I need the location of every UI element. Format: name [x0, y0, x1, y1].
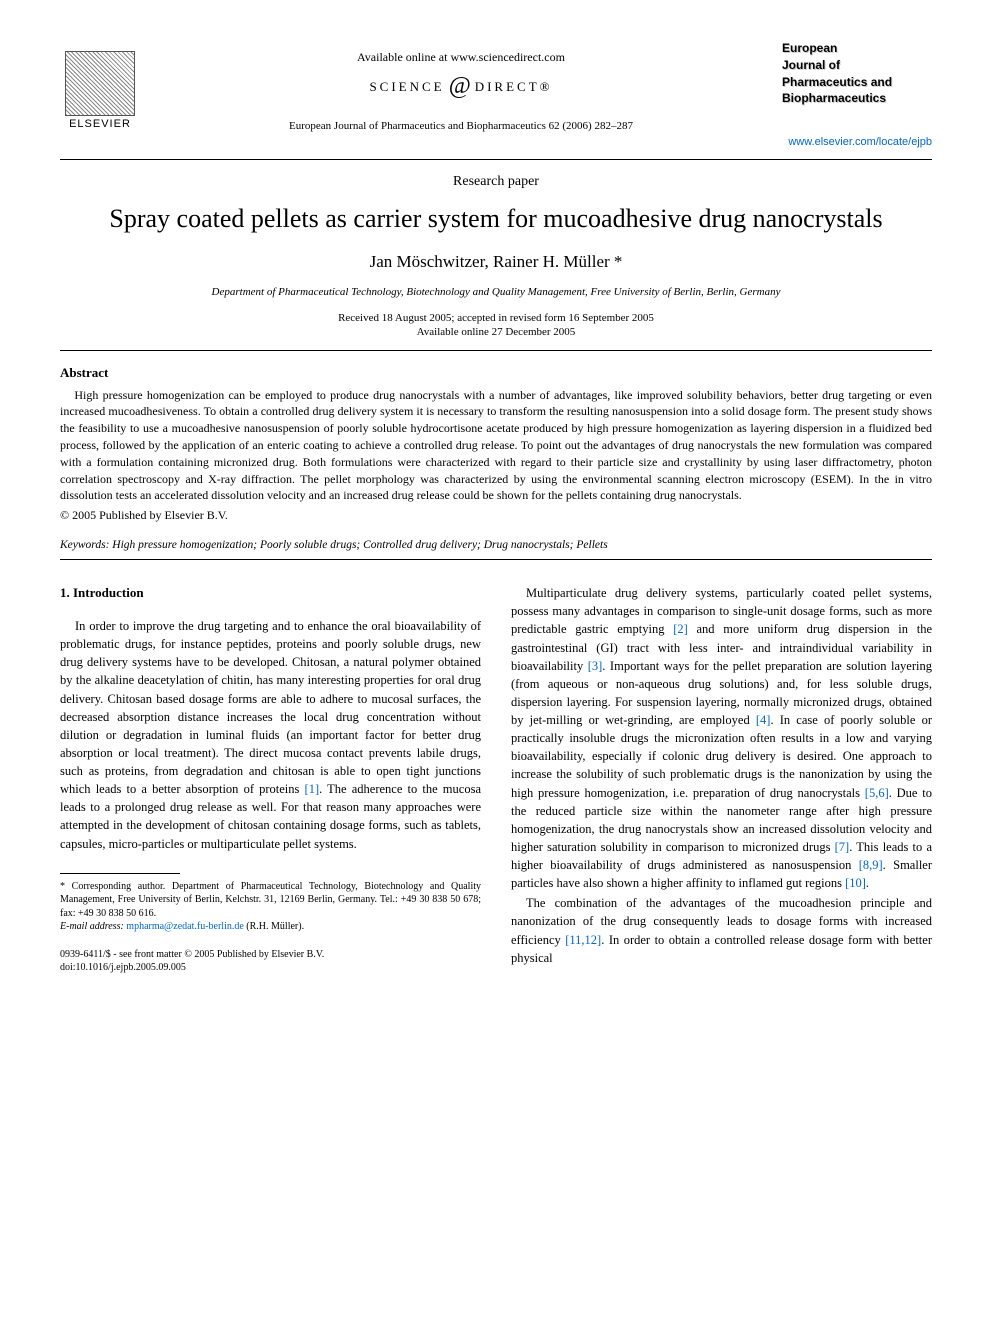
doi-line: doi:10.1016/j.ejpb.2005.09.005: [60, 961, 481, 975]
body-columns: 1. Introduction In order to improve the …: [60, 584, 932, 974]
received-date: Received 18 August 2005; accepted in rev…: [60, 312, 932, 324]
online-date: Available online 27 December 2005: [60, 326, 932, 338]
divider-after-dates: [60, 350, 932, 351]
ref-10[interactable]: [10]: [845, 876, 866, 890]
paper-title: Spray coated pellets as carrier system f…: [60, 204, 932, 234]
elsevier-text: ELSEVIER: [69, 118, 131, 130]
sd-right: DIRECT®: [475, 79, 553, 95]
journal-line-1: European: [782, 40, 932, 57]
authors: Jan Möschwitzer, Rainer H. Müller *: [60, 252, 932, 272]
sd-at-icon: @: [449, 73, 471, 100]
ref-11-12[interactable]: [11,12]: [565, 933, 601, 947]
available-online-text: Available online at www.sciencedirect.co…: [140, 50, 782, 65]
ref-8-9[interactable]: [8,9]: [859, 858, 883, 872]
divider-top: [60, 159, 932, 160]
ref-5-6[interactable]: [5,6]: [865, 786, 889, 800]
email-address[interactable]: mpharma@zedat.fu-berlin.de: [124, 921, 247, 932]
header: ELSEVIER Available online at www.science…: [60, 40, 932, 151]
journal-line-2: Journal of: [782, 57, 932, 74]
elsevier-logo: ELSEVIER: [60, 40, 140, 130]
col2-para-2: The combination of the advantages of the…: [511, 894, 932, 967]
ref-4[interactable]: [4]: [756, 713, 771, 727]
abstract-section: Abstract High pressure homogenization ca…: [60, 365, 932, 524]
journal-line-4: Biopharmaceutics: [782, 90, 932, 107]
footnote-separator: [60, 873, 180, 874]
journal-line-3: Pharmaceutics and: [782, 74, 932, 91]
affiliation: Department of Pharmaceutical Technology,…: [60, 286, 932, 298]
issn-line: 0939-6411/$ - see front matter © 2005 Pu…: [60, 948, 481, 962]
journal-link[interactable]: www.elsevier.com/locate/ejpb: [782, 135, 932, 150]
journal-title-box: European Journal of Pharmaceutics and Bi…: [782, 40, 932, 151]
left-column: 1. Introduction In order to improve the …: [60, 584, 481, 974]
keywords-text: High pressure homogenization; Poorly sol…: [109, 539, 607, 551]
keywords-label: Keywords:: [60, 539, 109, 551]
abstract-heading: Abstract: [60, 365, 932, 381]
corresponding-author: * Corresponding author. Department of Ph…: [60, 880, 481, 921]
email-label: E-mail address:: [60, 921, 124, 932]
science-direct-logo: SCIENCE @ DIRECT®: [140, 73, 782, 100]
email-name: (R.H. Müller).: [246, 921, 304, 932]
intro-heading: 1. Introduction: [60, 584, 481, 603]
elsevier-tree-icon: [65, 51, 135, 116]
paper-type: Research paper: [60, 174, 932, 190]
abstract-text: High pressure homogenization can be empl…: [60, 387, 932, 505]
ref-1[interactable]: [1]: [305, 782, 320, 796]
ref-3[interactable]: [3]: [588, 659, 603, 673]
header-center: Available online at www.sciencedirect.co…: [140, 40, 782, 132]
ref-2[interactable]: [2]: [673, 622, 688, 636]
sd-left: SCIENCE: [369, 79, 444, 95]
divider-after-keywords: [60, 559, 932, 560]
journal-citation: European Journal of Pharmaceutics and Bi…: [140, 120, 782, 132]
right-column: Multiparticulate drug delivery systems, …: [511, 584, 932, 974]
ref-7[interactable]: [7]: [835, 840, 850, 854]
keywords: Keywords: High pressure homogenization; …: [60, 539, 932, 551]
abstract-copyright: © 2005 Published by Elsevier B.V.: [60, 508, 932, 523]
intro-para-1: In order to improve the drug targeting a…: [60, 617, 481, 853]
col2-para-1: Multiparticulate drug delivery systems, …: [511, 584, 932, 892]
email-line: E-mail address: mpharma@zedat.fu-berlin.…: [60, 920, 481, 934]
